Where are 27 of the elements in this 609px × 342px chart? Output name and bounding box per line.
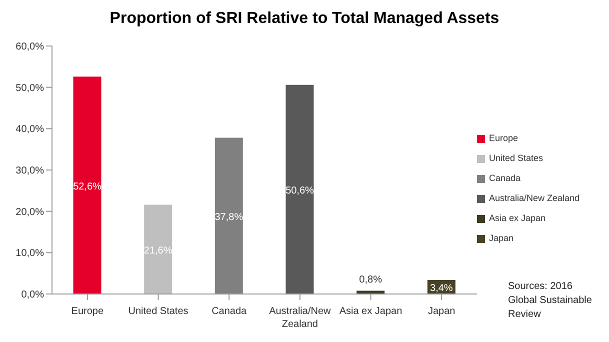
legend-label: Europe: [489, 133, 518, 143]
x-tick-label: Asia ex Japan: [339, 306, 402, 317]
x-tick-label: Japan: [428, 306, 456, 317]
legend-label: Australia/New Zealand: [489, 193, 580, 203]
data-label: 52,6%: [73, 181, 102, 192]
y-tick-label: 50,0%: [16, 82, 44, 94]
y-tick-label: 10,0%: [16, 248, 44, 260]
legend-label: United States: [489, 153, 544, 163]
x-tick-label: Canada: [212, 306, 248, 317]
y-tick-label: 0,0%: [21, 290, 44, 301]
x-tick-label: Australia/New Zealand: [269, 306, 332, 330]
data-label: 21,6%: [144, 245, 172, 256]
source-note: Sources: 2016 Global Sustainable Review: [508, 280, 593, 322]
legend-label: Asia ex Japan: [489, 213, 546, 223]
chart-title: Proportion of SRI Relative to Total Managed Assets: [108, 9, 500, 29]
x-tick-label: Europe: [71, 306, 104, 317]
data-label: 37,8%: [214, 212, 244, 223]
y-tick-label: 60,0%: [16, 42, 44, 53]
legend-label: Canada: [489, 173, 521, 183]
y-tick-label: 20,0%: [16, 206, 44, 218]
y-tick-label: 30,0%: [16, 166, 44, 177]
data-label: 0,8%: [359, 274, 382, 286]
y-tick-label: 40,0%: [16, 124, 44, 136]
data-label: 3,4%: [430, 282, 453, 294]
x-tick-label: United States: [128, 306, 188, 317]
legend-label: Japan: [489, 233, 514, 243]
data-label: 50,6%: [286, 185, 314, 196]
